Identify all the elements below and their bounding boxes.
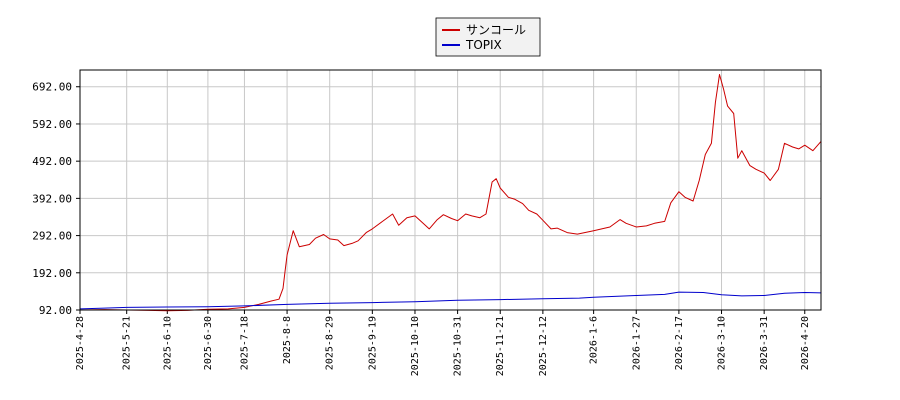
x-tick-label: 2025-12-12 <box>538 316 549 376</box>
y-axis-ticks: 92.00 192.00 292.00 392.00 492.00 592.00 692.0… <box>32 81 80 317</box>
x-tick-label: 2025-4-28 <box>75 316 86 370</box>
x-tick-label: 2026-2-17 <box>674 316 685 370</box>
x-axis-ticks: 2025-4-28 2025-5-21 2025-6-10 2025-6-30 2025… <box>75 310 811 376</box>
legend-label-sankoru: サンコール <box>466 23 526 37</box>
y-tick-label: 192.00 <box>32 267 72 280</box>
x-tick-label: 2025-6-30 <box>203 316 214 370</box>
x-tick-label: 2025-10-10 <box>410 316 421 376</box>
y-tick-label: 392.00 <box>32 192 72 205</box>
series-lines <box>79 74 822 312</box>
x-tick-label: 2026-3-10 <box>717 316 728 370</box>
x-tick-label: 2025-10-31 <box>453 316 464 376</box>
x-tick-label: 2026-3-31 <box>759 316 770 370</box>
x-tick-label: 2025-8-29 <box>325 316 336 370</box>
x-tick-label: 2025-11-21 <box>495 316 506 376</box>
series-line-sankoru <box>79 74 822 312</box>
y-tick-label: 292.00 <box>32 230 72 243</box>
x-tick-label: 2025-8-8 <box>282 316 293 364</box>
y-tick-label: 92.00 <box>39 304 72 317</box>
x-tick-label: 2026-1-27 <box>631 316 642 370</box>
series-line-topix <box>79 291 822 310</box>
x-tick-label: 2025-6-10 <box>162 316 173 370</box>
x-tick-label: 2025-7-18 <box>239 316 250 370</box>
legend-box <box>435 17 541 57</box>
x-tick-label: 2025-9-19 <box>367 316 378 370</box>
grid <box>79 70 821 311</box>
y-tick-label: 492.00 <box>32 155 72 168</box>
y-tick-label: 592.00 <box>32 118 72 131</box>
y-tick-label: 692.00 <box>32 81 72 94</box>
legend: サンコール TOPIX <box>435 17 541 57</box>
plot-frame <box>79 69 822 311</box>
legend-label-topix: TOPIX <box>465 38 502 52</box>
x-tick-label: 2026-1-6 <box>589 316 600 364</box>
x-tick-label: 2025-5-21 <box>122 316 133 370</box>
x-tick-label: 2026-4-20 <box>800 316 811 370</box>
